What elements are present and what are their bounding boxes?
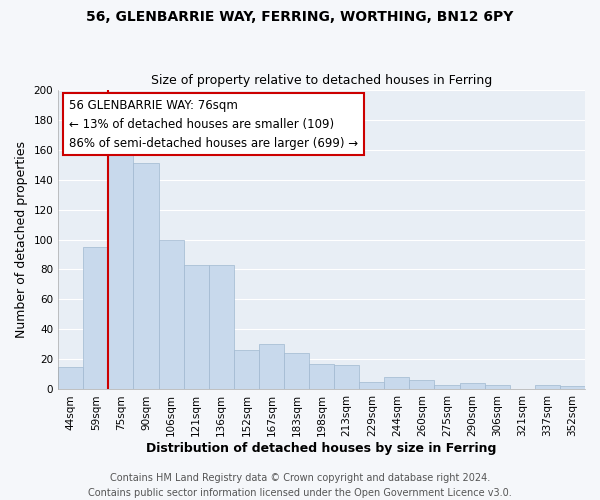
Text: 56, GLENBARRIE WAY, FERRING, WORTHING, BN12 6PY: 56, GLENBARRIE WAY, FERRING, WORTHING, B… [86,10,514,24]
Bar [259,344,284,390]
Bar [133,163,158,390]
Bar [385,378,409,390]
Bar [409,380,434,390]
X-axis label: Distribution of detached houses by size in Ferring: Distribution of detached houses by size … [146,442,497,455]
Bar [309,364,334,390]
Bar [234,350,259,390]
Bar [560,386,585,390]
Bar [209,265,234,390]
Bar [83,247,109,390]
Bar [158,240,184,390]
Bar [359,382,385,390]
Bar [109,152,133,390]
Bar [434,385,460,390]
Text: 56 GLENBARRIE WAY: 76sqm
← 13% of detached houses are smaller (109)
86% of semi-: 56 GLENBARRIE WAY: 76sqm ← 13% of detach… [69,98,358,150]
Y-axis label: Number of detached properties: Number of detached properties [15,141,28,338]
Bar [460,384,485,390]
Bar [58,367,83,390]
Bar [184,265,209,390]
Bar [485,385,510,390]
Bar [284,354,309,390]
Bar [535,385,560,390]
Bar [334,366,359,390]
Text: Contains HM Land Registry data © Crown copyright and database right 2024.
Contai: Contains HM Land Registry data © Crown c… [88,472,512,498]
Title: Size of property relative to detached houses in Ferring: Size of property relative to detached ho… [151,74,492,87]
